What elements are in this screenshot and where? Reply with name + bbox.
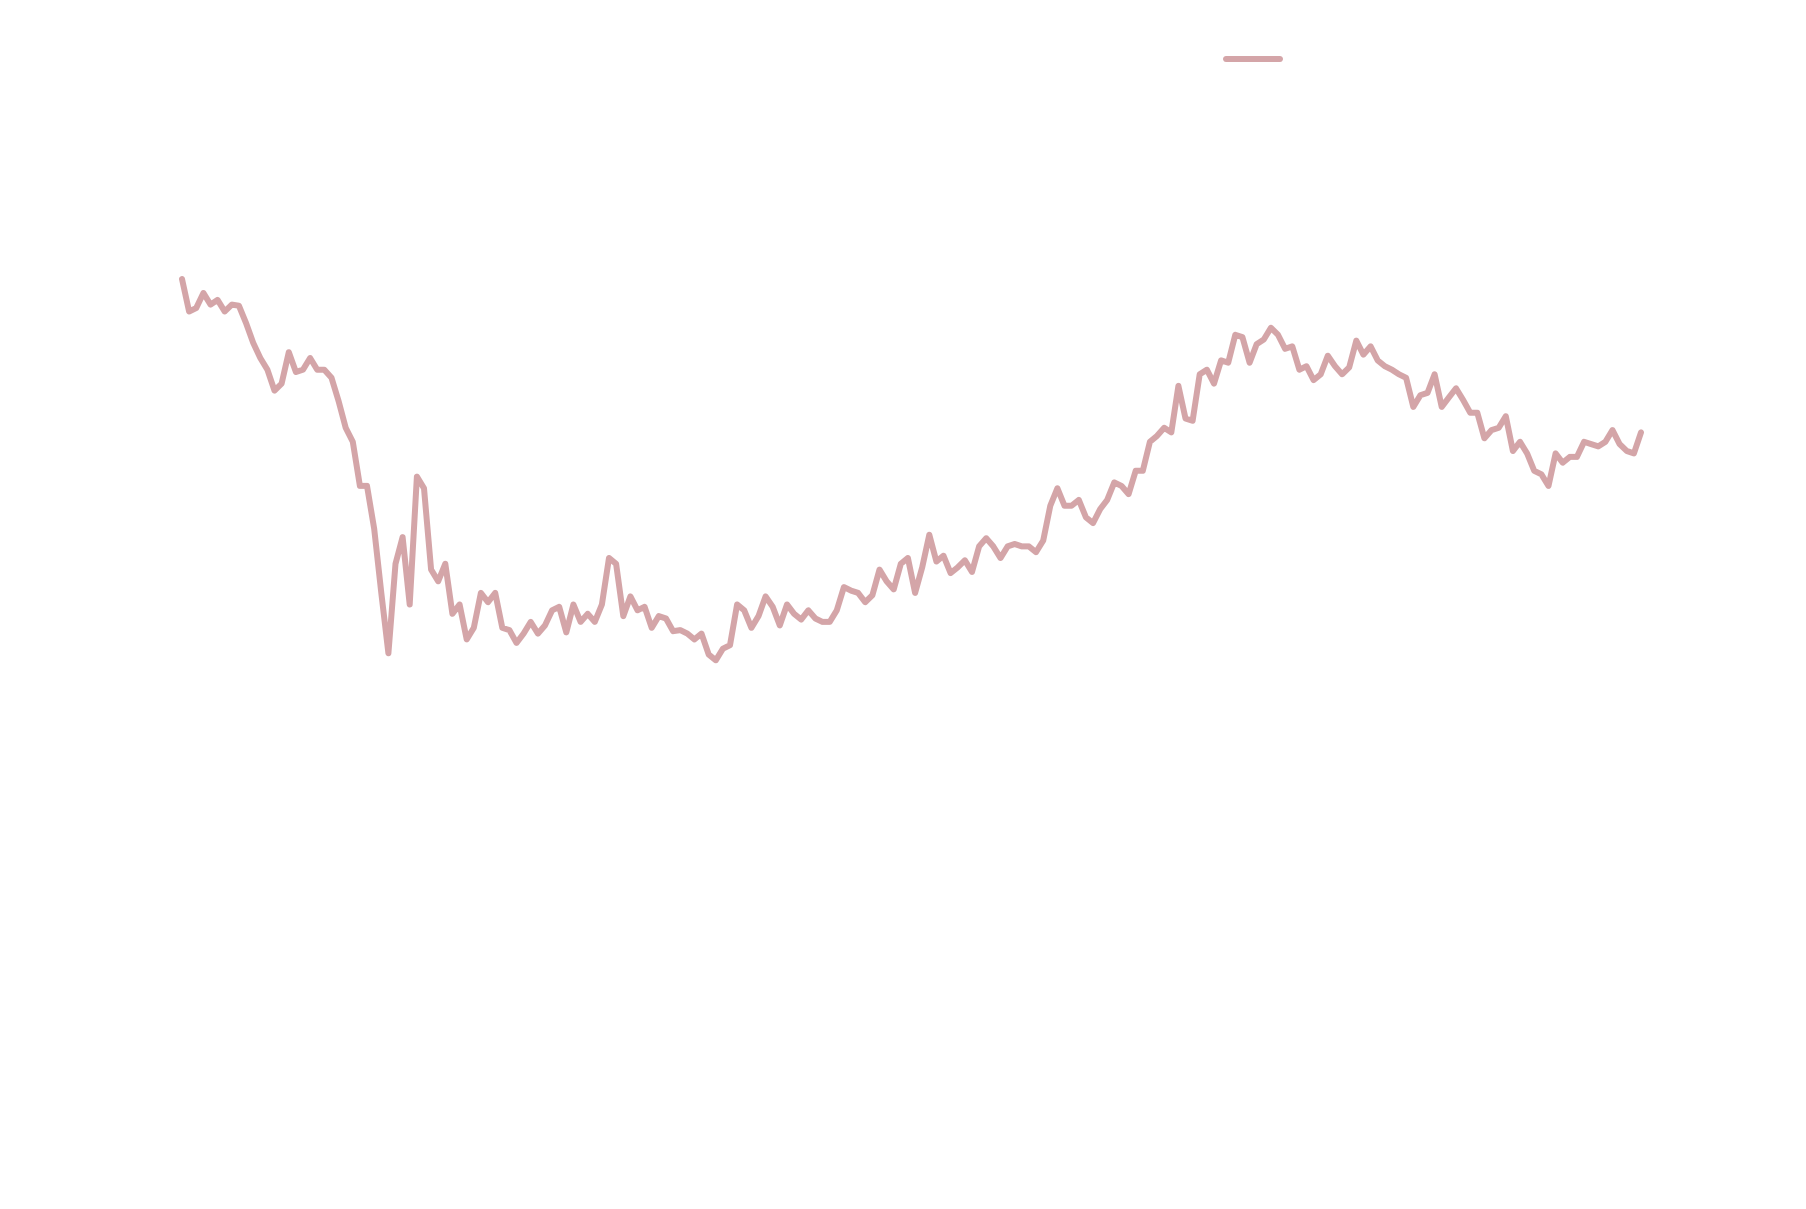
data-line: [179, 276, 1644, 664]
